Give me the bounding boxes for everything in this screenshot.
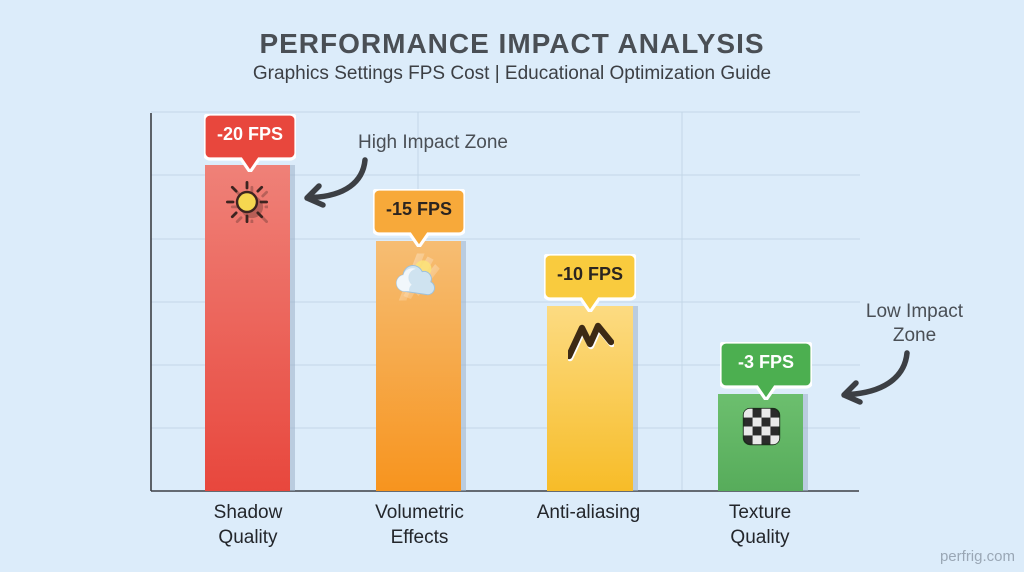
svg-text:-15 FPS: -15 FPS [386,199,452,219]
svg-text:-20 FPS: -20 FPS [217,124,283,144]
svg-text:-3 FPS: -3 FPS [738,352,794,372]
svg-text:-10 FPS: -10 FPS [557,264,623,284]
